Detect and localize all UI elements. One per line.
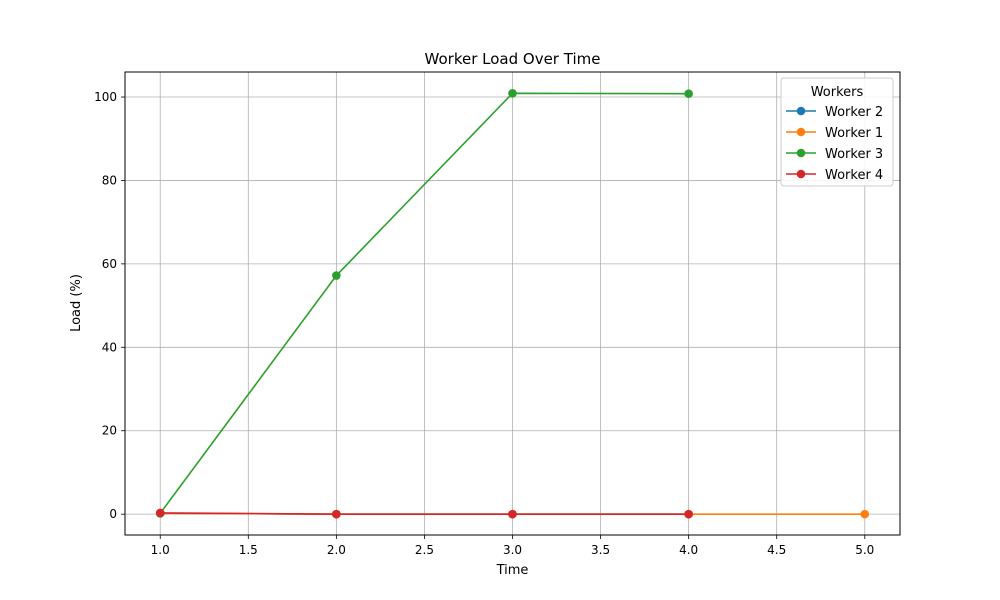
y-axis-title: Load (%)	[69, 274, 84, 332]
x-tick-label: 4.0	[679, 543, 698, 557]
legend-label: Worker 4	[825, 168, 883, 183]
legend-marker	[796, 127, 806, 137]
x-tick-label: 1.5	[239, 543, 258, 557]
data-point	[155, 508, 165, 518]
data-point	[860, 509, 870, 519]
legend-item: Worker 3	[786, 147, 883, 162]
y-tick-label: 60	[102, 257, 117, 271]
x-tick-label: 5.0	[855, 543, 874, 557]
data-point	[684, 509, 693, 519]
data-point	[684, 89, 693, 98]
x-tick-label: 2.5	[415, 543, 434, 557]
legend-marker	[796, 148, 806, 158]
series-line	[160, 512, 689, 515]
legend-item: Worker 4	[786, 168, 883, 183]
legend-label: Worker 1	[825, 126, 883, 141]
x-tick-label: 4.5	[767, 543, 786, 557]
y-tick-label: 0	[109, 507, 117, 521]
y-tick-label: 20	[102, 424, 117, 438]
x-axis-title: Time	[496, 563, 529, 578]
legend-label: Worker 3	[825, 147, 883, 162]
y-tick-label: 100	[94, 90, 117, 104]
series-layer	[155, 88, 870, 519]
axes: 1.0 1.5 2.0 2.5 3.0 3.5 4.0 4.5 5.0 0 20 40 60 80 100	[94, 90, 874, 557]
legend-marker	[796, 169, 806, 179]
data-point	[332, 509, 341, 519]
data-point	[332, 271, 341, 280]
x-tick-label: 1.0	[151, 543, 170, 557]
legend-entries: Worker 2 Worker 1 Worker 3 Worker 4	[786, 105, 883, 183]
y-tick-label: 40	[102, 340, 117, 354]
legend-title: Workers	[811, 85, 864, 100]
chart-title: Worker Load Over Time	[425, 50, 601, 68]
y-tick-label: 80	[102, 173, 117, 187]
series-line	[159, 92, 689, 514]
legend-item: Worker 2	[786, 105, 883, 120]
x-tick-label: 2.0	[327, 543, 346, 557]
series-worker-4	[155, 508, 693, 519]
legend: Workers Worker 2 Worker 1 Worker 3 Worker 4	[780, 77, 894, 187]
x-tick-label: 3.0	[503, 543, 522, 557]
data-point	[508, 509, 517, 519]
legend-label: Worker 2	[825, 105, 883, 120]
legend-marker	[796, 106, 806, 116]
x-tick-label: 3.5	[591, 543, 610, 557]
legend-box	[780, 77, 894, 187]
legend-item: Worker 1	[786, 126, 883, 141]
data-point	[508, 88, 517, 98]
